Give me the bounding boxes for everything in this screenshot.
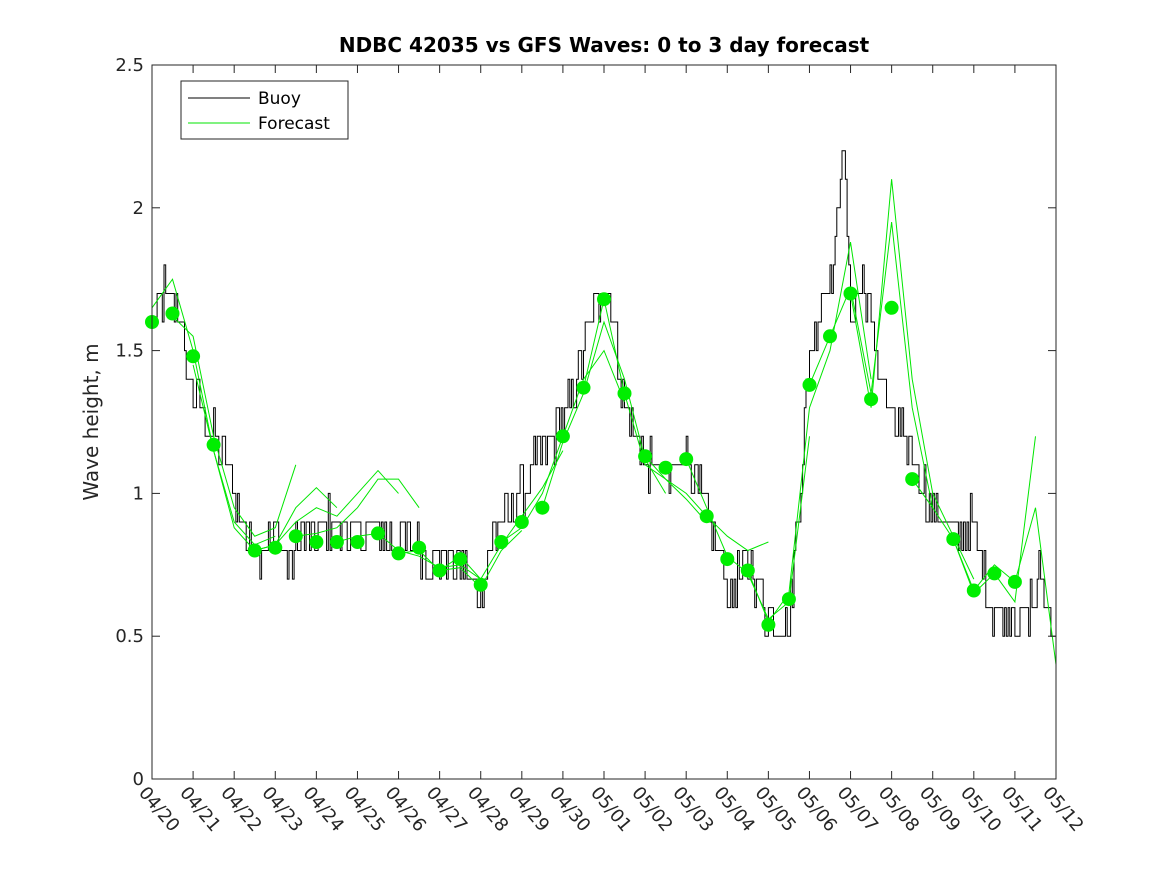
forecast-point — [843, 286, 858, 301]
x-tick-label: 05/11 — [997, 783, 1046, 836]
forecast-point — [555, 429, 570, 444]
forecast-point — [186, 349, 201, 364]
legend-forecast-label: Forecast — [258, 114, 330, 134]
forecast-point — [165, 306, 180, 321]
x-tick-label: 04/21 — [175, 783, 224, 836]
forecast-point — [966, 583, 981, 598]
legend-box — [180, 80, 349, 140]
y-axis-label: Wave height, m — [79, 343, 103, 500]
forecast-point — [268, 540, 283, 555]
x-tick-label: 04/24 — [299, 783, 348, 836]
x-tick-label: 05/01 — [586, 783, 635, 836]
y-tick-label: 1.5 — [115, 341, 144, 362]
forecast-point — [288, 529, 303, 544]
forecast-line — [254, 469, 399, 551]
forecast-point — [350, 535, 365, 549]
forecast-point — [432, 563, 447, 578]
y-tick-label: 2 — [133, 198, 144, 219]
x-tick-label: 05/08 — [874, 783, 923, 836]
forecast-line — [172, 315, 297, 537]
y-tick-label: 0.5 — [115, 626, 144, 647]
forecast-point — [761, 617, 776, 632]
y-axis: 0 0.5 1 1.5 2 2.5 — [115, 55, 1056, 790]
forecast-point — [576, 380, 591, 395]
y-tick-label: 2.5 — [115, 55, 144, 76]
forecast-line — [952, 507, 1057, 665]
x-tick-label: 04/27 — [422, 783, 471, 836]
x-tick-label: 05/04 — [709, 783, 758, 836]
forecast-point — [247, 543, 262, 558]
forecast-point — [514, 515, 529, 529]
x-tick-label: 05/02 — [627, 783, 676, 836]
forecast-point — [473, 577, 488, 592]
x-tick-label: 04/22 — [216, 783, 265, 836]
plot-area — [152, 65, 1056, 779]
legend: Buoy Forecast — [180, 80, 349, 140]
forecast-line — [295, 478, 420, 537]
x-tick-label: 05/06 — [792, 783, 841, 836]
y-tick-label: 1 — [133, 483, 144, 504]
forecast-line — [336, 532, 481, 580]
x-tick-label: 04/25 — [340, 783, 389, 836]
forecast-point — [699, 509, 714, 524]
forecast-point — [638, 449, 653, 464]
x-tick-label: 04/26 — [381, 783, 430, 836]
x-tick-label: 05/09 — [915, 783, 964, 836]
x-tick-label: 05/05 — [751, 783, 800, 836]
y-tick-label: 0 — [133, 769, 144, 790]
forecast-point — [740, 563, 755, 578]
x-tick-label: 05/03 — [668, 783, 717, 836]
forecast-point — [597, 292, 611, 307]
x-tick-label: 05/12 — [1038, 783, 1087, 836]
chart-title: NDBC 42035 vs GFS Waves: 0 to 3 day fore… — [339, 33, 870, 57]
forecast-point — [781, 592, 796, 607]
forecast-point — [412, 540, 427, 555]
forecast-point — [946, 532, 961, 547]
forecast-point — [206, 437, 221, 452]
forecast-point — [864, 392, 879, 407]
forecast-point — [309, 535, 324, 549]
forecast-point — [535, 500, 550, 515]
x-tick-label: 05/10 — [956, 783, 1005, 836]
forecast-point — [617, 386, 632, 401]
forecast-point — [720, 552, 735, 567]
forecast-point — [494, 535, 509, 549]
forecast-point — [658, 460, 673, 475]
x-tick-label: 04/30 — [545, 783, 594, 836]
x-tick-label: 04/29 — [504, 783, 553, 836]
x-tick-label: 04/23 — [257, 783, 306, 836]
x-tick-label: 04/28 — [463, 783, 512, 836]
forecast-point — [987, 566, 1002, 581]
forecast-point — [371, 526, 385, 541]
x-tick-label: 04/20 — [134, 783, 183, 836]
legend-buoy-label: Buoy — [258, 89, 301, 109]
forecast-point — [391, 546, 406, 561]
forecast-point — [802, 377, 817, 392]
forecast-markers — [145, 286, 1022, 632]
forecast-point — [823, 329, 837, 344]
x-tick-label: 05/07 — [833, 783, 882, 836]
forecast-point — [453, 552, 468, 567]
forecast-point — [905, 472, 920, 487]
forecast-point — [679, 452, 694, 467]
forecast-point — [329, 535, 344, 549]
forecast-point — [1007, 574, 1022, 589]
forecast-point — [884, 300, 899, 315]
